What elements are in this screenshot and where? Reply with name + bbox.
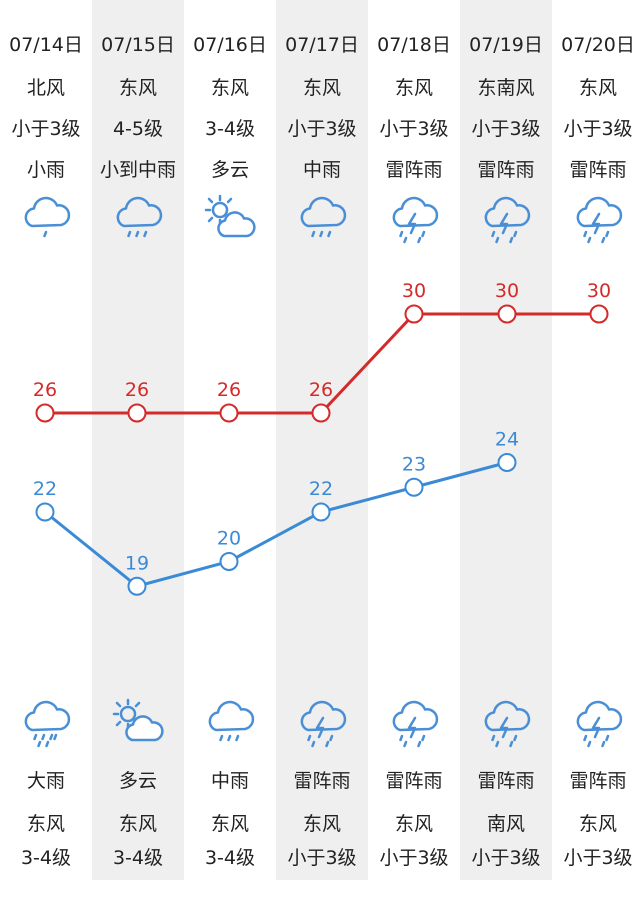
low-temp-point (404, 477, 424, 497)
date-label: 07/14日 (9, 34, 83, 56)
night-weather-label: 雷阵雨 (293, 770, 351, 792)
thunderstorm-icon (568, 190, 628, 246)
day-wind-direction: 东风 (578, 77, 617, 99)
high-temp-point (219, 403, 239, 423)
low-temp-line (44, 461, 508, 588)
night-wind-direction: 南风 (486, 813, 525, 835)
high-temp-point (497, 304, 517, 324)
low-temp-point (35, 502, 55, 522)
night-weather-label: 雷阵雨 (569, 770, 627, 792)
night-weather-label: 大雨 (26, 770, 65, 792)
high-temp-value-label: 26 (125, 379, 149, 401)
high-temp-point (311, 403, 331, 423)
date-label: 07/20日 (561, 34, 635, 56)
low-temp-value-label: 19 (125, 552, 149, 574)
low-temp-value-label: 23 (402, 453, 426, 475)
day-wind-level: 3-4级 (204, 118, 256, 140)
day-weather-label: 多云 (210, 159, 249, 181)
day-wind-level: 小于3级 (471, 118, 541, 140)
night-wind-direction: 东风 (118, 813, 157, 835)
night-wind-direction: 东风 (26, 813, 65, 835)
day-wind-direction: 东风 (302, 77, 341, 99)
day-wind-direction: 东南风 (477, 77, 535, 99)
day-weather-label: 中雨 (302, 159, 341, 181)
day-column: 07/19日 东南风 小于3级 雷阵雨 雷阵雨 南风 小于3级 (460, 0, 552, 880)
low-temp-point (497, 453, 517, 472)
date-label: 07/17日 (285, 34, 359, 56)
partly-cloudy-icon (108, 694, 168, 750)
low-temp-point (127, 576, 147, 596)
thunderstorm-icon (476, 694, 536, 750)
night-wind-direction: 东风 (578, 813, 617, 835)
date-label: 07/15日 (101, 34, 175, 56)
day-wind-direction: 东风 (118, 77, 157, 99)
night-wind-level: 小于3级 (471, 847, 541, 869)
low-temp-point (311, 502, 331, 522)
rain-icon (292, 190, 352, 246)
high-temp-value-label: 30 (495, 280, 519, 302)
day-wind-level: 小于3级 (11, 118, 81, 140)
high-temp-point (127, 403, 147, 423)
date-label: 07/18日 (377, 34, 451, 56)
low-temp-value-label: 22 (33, 478, 57, 500)
day-wind-direction: 北风 (26, 77, 65, 99)
night-weather-label: 多云 (118, 770, 157, 792)
night-wind-level: 3-4级 (112, 847, 164, 869)
day-wind-level: 小于3级 (287, 118, 357, 140)
high-temp-point (589, 304, 609, 324)
night-weather-label: 雷阵雨 (477, 770, 535, 792)
night-wind-level: 3-4级 (20, 847, 72, 869)
day-weather-label: 小雨 (26, 159, 65, 181)
day-wind-level: 4-5级 (112, 118, 164, 140)
night-wind-level: 小于3级 (379, 847, 449, 869)
heavy-rain-icon (16, 694, 76, 750)
high-temp-point (35, 403, 55, 423)
night-wind-direction: 东风 (210, 813, 249, 835)
night-wind-level: 3-4级 (204, 847, 256, 869)
thunderstorm-icon (568, 694, 628, 750)
low-temp-value-label: 20 (217, 528, 241, 550)
day-column: 07/18日 东风 小于3级 雷阵雨 雷阵雨 东风 小于3级 (368, 0, 460, 880)
day-weather-label: 雷阵雨 (477, 159, 535, 181)
low-temp-point (219, 552, 239, 571)
thunderstorm-icon (292, 694, 352, 750)
thunderstorm-icon (384, 694, 444, 750)
partly-cloudy-icon (200, 190, 260, 246)
high-temp-point (404, 304, 424, 324)
day-column: 07/14日 北风 小于3级 小雨 大雨 东风 3-4级 (0, 0, 92, 880)
day-column: 07/16日 东风 3-4级 多云 中雨 东风 3-4级 (184, 0, 276, 880)
light-rain-icon (16, 190, 76, 246)
thunderstorm-icon (476, 190, 536, 246)
high-temp-value-label: 26 (217, 379, 241, 401)
day-wind-direction: 东风 (394, 77, 433, 99)
day-wind-level: 小于3级 (379, 118, 449, 140)
night-weather-label: 中雨 (210, 770, 249, 792)
high-temp-value-label: 26 (33, 379, 57, 401)
low-temp-value-label: 22 (309, 478, 333, 500)
rain-icon (200, 694, 260, 750)
day-column: 07/17日 东风 小于3级 中雨 雷阵雨 东风 小于3级 (276, 0, 368, 880)
night-wind-direction: 东风 (394, 813, 433, 835)
day-column: 07/20日 东风 小于3级 雷阵雨 雷阵雨 东风 小于3级 (552, 0, 640, 880)
night-wind-level: 小于3级 (287, 847, 357, 869)
date-label: 07/19日 (469, 34, 543, 56)
high-temp-value-label: 26 (309, 379, 333, 401)
day-weather-label: 小到中雨 (99, 159, 176, 181)
night-weather-label: 雷阵雨 (385, 770, 443, 792)
day-weather-label: 雷阵雨 (569, 159, 627, 181)
day-wind-level: 小于3级 (563, 118, 633, 140)
night-wind-direction: 东风 (302, 813, 341, 835)
date-label: 07/16日 (193, 34, 267, 56)
rain-icon (108, 190, 168, 246)
high-temp-value-label: 30 (587, 280, 611, 302)
high-temp-value-label: 30 (402, 280, 426, 302)
low-temp-value-label: 24 (495, 429, 519, 451)
day-weather-label: 雷阵雨 (385, 159, 443, 181)
day-column: 07/15日 东风 4-5级 小到中雨 多云 东风 3-4级 (92, 0, 184, 880)
thunderstorm-icon (384, 190, 444, 246)
night-wind-level: 小于3级 (563, 847, 633, 869)
day-wind-direction: 东风 (210, 77, 249, 99)
